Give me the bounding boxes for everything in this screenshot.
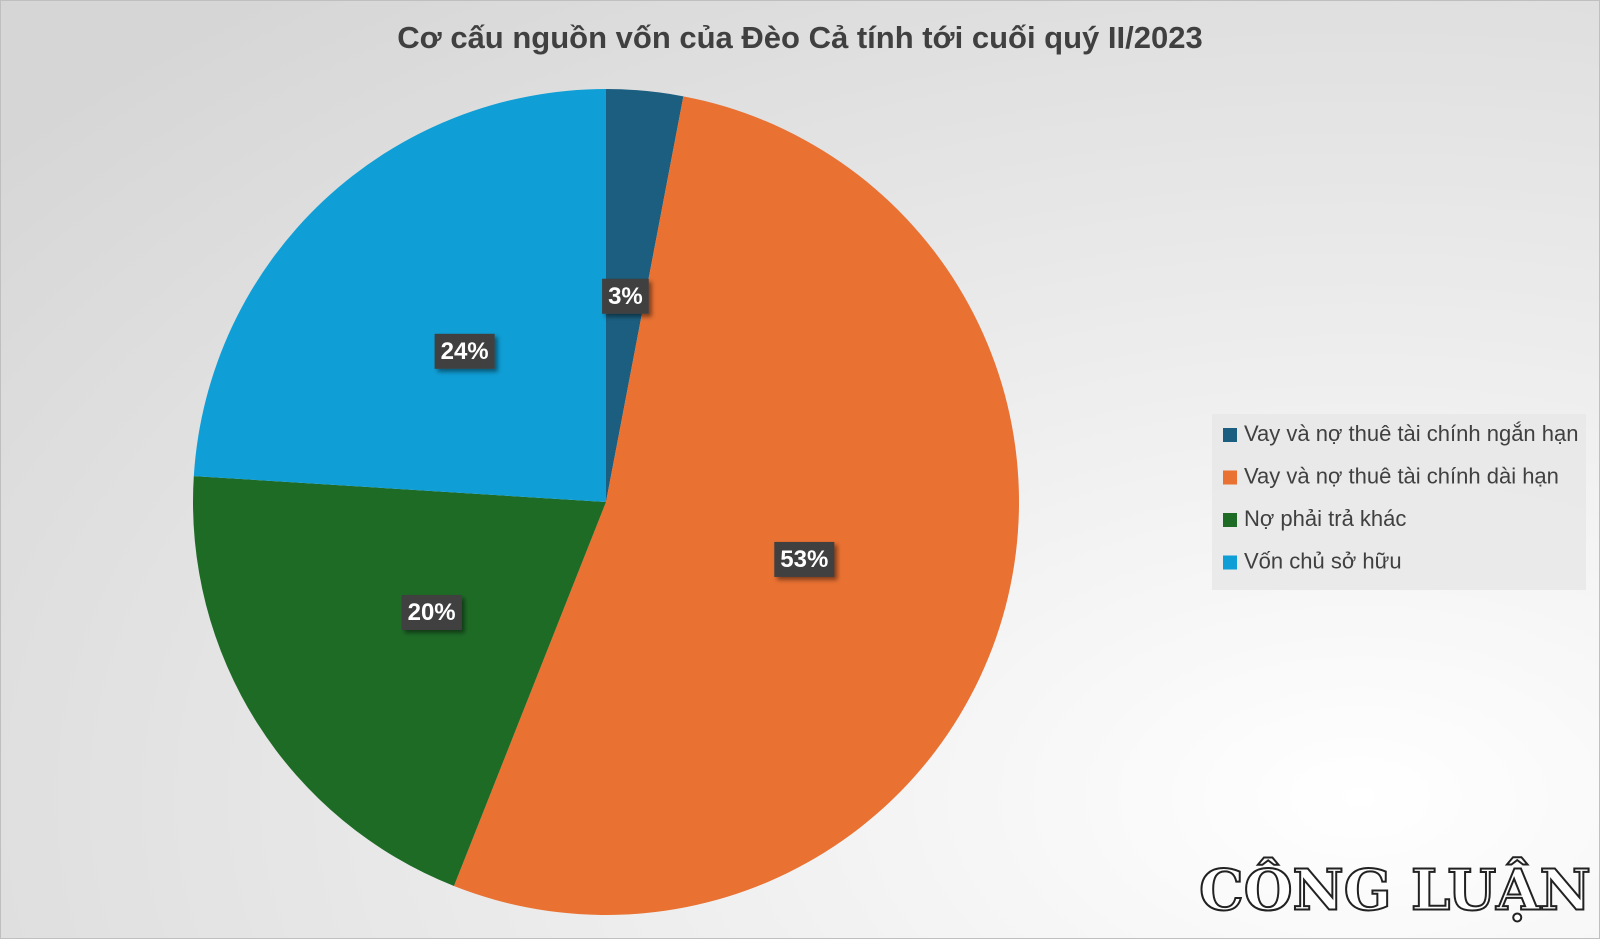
legend: Vay và nợ thuê tài chính ngắn hạn Vay và … xyxy=(1223,421,1578,573)
data-label-box xyxy=(602,278,649,314)
pie-slice xyxy=(193,89,607,502)
data-label-box xyxy=(774,541,835,577)
watermark: CÔNG LUẬN xyxy=(1199,858,1591,924)
data-label: 3% xyxy=(608,283,643,310)
data-label: 53% xyxy=(780,546,828,573)
data-label-box xyxy=(401,594,462,630)
data-labels: 3% 53% 20% 24% xyxy=(401,278,835,630)
legend-box xyxy=(1212,414,1586,590)
legend-swatch xyxy=(1223,470,1237,485)
pie-slice xyxy=(193,476,607,886)
legend-swatch xyxy=(1223,428,1237,442)
legend-label: Vay và nợ thuê tài chính ngắn hạn xyxy=(1244,421,1578,446)
legend-swatch xyxy=(1223,555,1237,570)
data-label: 24% xyxy=(441,338,489,365)
legend-swatch xyxy=(1223,513,1237,527)
chart-title: Cơ cấu nguồn vốn của Đèo Cả tính tới cuố… xyxy=(397,20,1202,55)
pie xyxy=(193,89,1019,915)
legend-label: Nợ phải trả khác xyxy=(1244,506,1406,531)
pie-slice xyxy=(453,96,1019,915)
data-label-box xyxy=(434,333,495,369)
legend-label: Vốn chủ sở hữu xyxy=(1244,548,1402,573)
data-label: 20% xyxy=(408,599,456,626)
legend-label: Vay và nợ thuê tài chính dài hạn xyxy=(1244,463,1559,488)
